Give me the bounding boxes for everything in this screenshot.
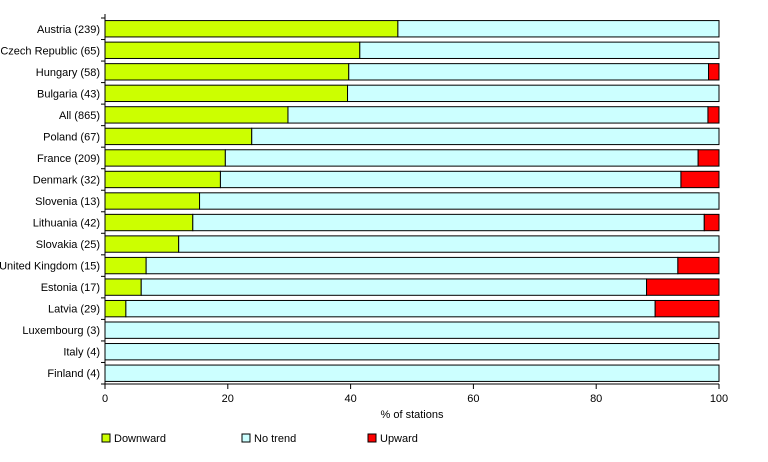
bar-no-trend xyxy=(199,192,720,210)
bar-no-trend xyxy=(224,149,699,167)
bar-no-trend xyxy=(125,299,656,318)
bar-downward xyxy=(104,41,361,59)
bar-no-trend xyxy=(219,170,682,189)
category-label: Hungary (58) xyxy=(36,67,100,79)
bar-no-trend xyxy=(251,127,720,146)
bar-no-trend xyxy=(140,278,648,296)
bar-upward xyxy=(646,278,720,296)
category-label: Lithuania (42) xyxy=(33,218,100,230)
bar-no-trend xyxy=(104,364,720,382)
bar-no-trend xyxy=(347,84,720,103)
bar-upward xyxy=(708,63,720,81)
x-tick-label: 40 xyxy=(344,393,356,405)
category-label: Slovakia (25) xyxy=(36,239,100,251)
x-axis-title: % of stations xyxy=(381,409,444,421)
bar-upward xyxy=(697,149,720,167)
legend-label: Downward xyxy=(114,433,166,445)
category-label: Luxembourg (3) xyxy=(22,325,100,337)
bars-layer xyxy=(104,20,720,382)
category-label: Czech Republic (65) xyxy=(0,45,100,57)
bar-no-trend xyxy=(104,321,720,339)
bar-no-trend xyxy=(359,41,720,59)
bar-downward xyxy=(104,20,399,38)
bar-downward xyxy=(104,170,221,189)
x-tick-label: 100 xyxy=(710,393,728,405)
category-label: Poland (67) xyxy=(43,131,100,143)
category-labels: Austria (239) Czech Republic (65) Hungary … xyxy=(0,24,100,380)
bar-downward xyxy=(104,84,349,103)
bar-downward xyxy=(104,127,253,146)
legend-label: Upward xyxy=(380,433,418,445)
bar-upward xyxy=(703,213,720,232)
category-label: France (209) xyxy=(37,153,100,165)
bar-no-trend xyxy=(287,106,709,124)
legend: Downward No trend Upward xyxy=(101,433,418,445)
bar-downward xyxy=(104,106,289,124)
bar-downward xyxy=(104,192,201,210)
x-tick-label: 0 xyxy=(102,393,108,405)
category-label: Italy (4) xyxy=(63,347,100,359)
x-tick-label: 80 xyxy=(590,393,602,405)
legend-swatch-upward xyxy=(367,433,377,443)
category-label: Slovenia (13) xyxy=(35,196,100,208)
category-label: Finland (4) xyxy=(47,368,100,380)
bar-no-trend xyxy=(104,343,720,361)
category-label: Bulgaria (43) xyxy=(37,88,100,100)
legend-swatch-downward xyxy=(101,433,111,443)
bar-downward xyxy=(104,63,350,81)
category-label: Latvia (29) xyxy=(48,304,100,316)
bar-no-trend xyxy=(178,235,720,253)
bar-no-trend xyxy=(348,63,710,81)
x-tick-label: 20 xyxy=(222,393,234,405)
category-label: Estonia (17) xyxy=(41,282,100,294)
bar-no-trend xyxy=(192,213,705,232)
bar-downward xyxy=(104,256,147,275)
legend-swatch-no-trend xyxy=(241,433,251,443)
bar-upward xyxy=(707,106,720,124)
bar-downward xyxy=(104,278,142,296)
bar-downward xyxy=(104,235,180,253)
bar-downward xyxy=(104,149,226,167)
category-label: Austria (239) xyxy=(37,24,100,36)
category-label: Denmark (32) xyxy=(33,174,100,186)
x-axis: 0 20 40 60 80 100 xyxy=(101,14,728,405)
bar-no-trend xyxy=(397,20,720,38)
category-label: United Kingdom (15) xyxy=(0,261,100,273)
bar-no-trend xyxy=(145,256,679,275)
bar-downward xyxy=(104,213,194,232)
category-label: All (865) xyxy=(59,110,100,122)
x-tick-label: 60 xyxy=(467,393,479,405)
bar-upward xyxy=(654,299,720,318)
bar-downward xyxy=(104,299,127,318)
bar-upward xyxy=(680,170,720,189)
bar-upward xyxy=(677,256,720,275)
legend-label: No trend xyxy=(254,433,296,445)
